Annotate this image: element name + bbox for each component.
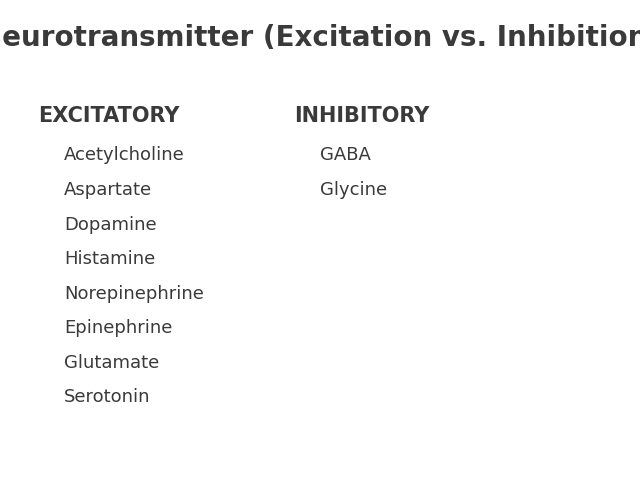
Text: Norepinephrine: Norepinephrine [64, 285, 204, 303]
Text: Dopamine: Dopamine [64, 216, 157, 234]
Text: Neurotransmitter (Excitation vs. Inhibition): Neurotransmitter (Excitation vs. Inhibit… [0, 24, 640, 52]
Text: INHIBITORY: INHIBITORY [294, 106, 430, 126]
Text: GABA: GABA [320, 146, 371, 164]
Text: Serotonin: Serotonin [64, 388, 150, 406]
Text: Glutamate: Glutamate [64, 354, 159, 372]
Text: Histamine: Histamine [64, 250, 156, 268]
Text: Aspartate: Aspartate [64, 181, 152, 199]
Text: Acetylcholine: Acetylcholine [64, 146, 185, 164]
Text: Glycine: Glycine [320, 181, 387, 199]
Text: EXCITATORY: EXCITATORY [38, 106, 180, 126]
Text: Epinephrine: Epinephrine [64, 319, 172, 337]
